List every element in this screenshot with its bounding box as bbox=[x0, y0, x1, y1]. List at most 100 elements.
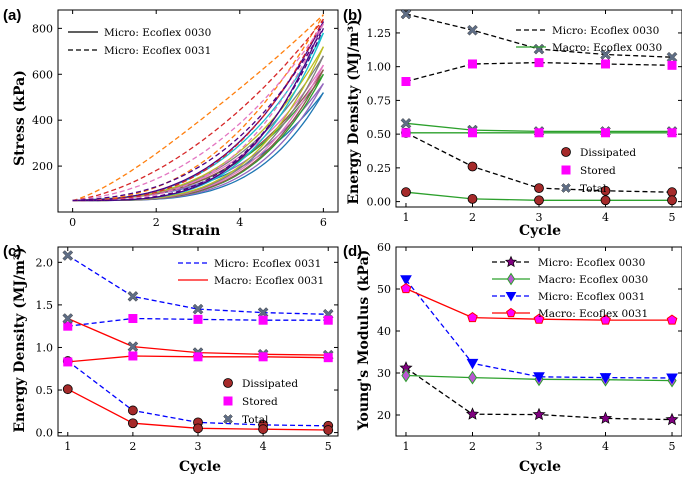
total-point bbox=[257, 307, 269, 318]
legend-label-a: Micro: Ecoflex 0030 bbox=[104, 27, 211, 39]
ylabel-a: Stress (kPa) bbox=[12, 70, 28, 166]
total-point bbox=[400, 8, 412, 20]
x-tick-label-c: 3 bbox=[195, 440, 202, 453]
x-tick-label-b: 1 bbox=[402, 211, 409, 224]
modulus-point bbox=[599, 373, 612, 384]
panel-label-b: (b) bbox=[343, 7, 362, 24]
stress-strain-curve bbox=[72, 23, 324, 202]
series-line-total bbox=[67, 317, 329, 356]
panel-label-a: (a) bbox=[3, 7, 21, 24]
xlabel-b: Cycle bbox=[519, 223, 561, 239]
x-tick-label-c: 5 bbox=[325, 440, 332, 453]
total-point bbox=[62, 313, 74, 324]
y-tick-label-c: 0.5 bbox=[36, 384, 54, 397]
modulus-point bbox=[400, 282, 412, 294]
x-tick-label-a: 0 bbox=[69, 216, 76, 229]
total-point bbox=[127, 341, 139, 352]
dissipated-point bbox=[127, 418, 138, 429]
stress-strain-curve bbox=[72, 46, 324, 202]
total-point bbox=[192, 303, 204, 315]
stored-point bbox=[601, 128, 611, 138]
modulus-point bbox=[465, 407, 480, 420]
modulus-point bbox=[467, 311, 478, 323]
stored-point bbox=[193, 352, 203, 362]
modulus-point bbox=[400, 275, 412, 286]
y-tick-label-b: 1.25 bbox=[367, 27, 392, 40]
modulus-point bbox=[598, 411, 613, 424]
legend-label-c: Macro: Ecoflex 0031 bbox=[214, 275, 324, 287]
y-tick-label-a: 600 bbox=[32, 68, 53, 81]
x-tick-label-b: 5 bbox=[669, 211, 676, 224]
marker-legend-symbol-c bbox=[223, 378, 233, 388]
modulus-point bbox=[533, 313, 545, 324]
modulus-point bbox=[666, 314, 678, 325]
marker-legend-symbol-c bbox=[223, 396, 233, 406]
y-tick-label-d: 60 bbox=[377, 241, 391, 254]
total-point bbox=[400, 117, 412, 129]
dissipated-point bbox=[534, 195, 544, 206]
x-tick-label-c: 1 bbox=[64, 440, 71, 453]
marker-legend-label-b: Stored bbox=[580, 165, 616, 177]
total-point bbox=[467, 24, 478, 36]
y-tick-label-a: 800 bbox=[32, 22, 53, 35]
ylabel-b: Energy Density (MJ/m³) bbox=[346, 19, 362, 204]
y-tick-label-a: 200 bbox=[32, 160, 53, 173]
plot-frame-b bbox=[395, 9, 682, 208]
stored-point bbox=[534, 58, 544, 68]
y-tick-label-b: 0.25 bbox=[367, 162, 392, 175]
legend-symbol-d bbox=[505, 292, 517, 302]
modulus-point bbox=[401, 368, 411, 383]
y-tick-label-d: 40 bbox=[377, 325, 391, 338]
x-tick-label-c: 4 bbox=[260, 440, 267, 453]
panel-label-c: (c) bbox=[3, 243, 21, 260]
dissipated-point bbox=[667, 195, 677, 206]
dissipated-point bbox=[323, 425, 334, 435]
y-tick-label-d: 30 bbox=[377, 367, 391, 380]
x-tick-label-a: 2 bbox=[153, 216, 160, 229]
y-tick-label-d: 50 bbox=[377, 283, 391, 296]
dissipated-point bbox=[667, 187, 677, 198]
dissipated-point bbox=[600, 185, 611, 196]
marker-legend-symbol-b bbox=[561, 147, 571, 157]
stored-point bbox=[258, 352, 268, 362]
legend-label-a: Micro: Ecoflex 0031 bbox=[104, 45, 211, 57]
stored-point bbox=[323, 315, 333, 325]
marker-legend-label-c: Dissipated bbox=[242, 378, 298, 390]
stored-point bbox=[401, 77, 411, 87]
total-point bbox=[533, 43, 545, 55]
dissipated-point bbox=[534, 183, 544, 194]
dissipated-point bbox=[401, 187, 411, 198]
x-tick-label-d: 1 bbox=[402, 440, 409, 453]
x-tick-label-d: 3 bbox=[536, 440, 543, 453]
stored-point bbox=[128, 314, 138, 324]
x-tick-label-b: 3 bbox=[536, 211, 543, 224]
x-tick-label-b: 4 bbox=[602, 211, 609, 224]
plot-frame-a bbox=[57, 9, 339, 213]
legend-symbol-d bbox=[504, 255, 518, 268]
stress-strain-curve bbox=[72, 28, 324, 202]
stored-point bbox=[601, 59, 611, 69]
y-tick-label-b: 0.75 bbox=[367, 94, 392, 107]
xlabel-a: Strain bbox=[172, 223, 221, 239]
series-line-dissipated bbox=[67, 360, 329, 427]
dissipated-point bbox=[467, 194, 478, 204]
stored-point bbox=[63, 321, 73, 331]
dissipated-point bbox=[62, 384, 73, 395]
marker-legend-label-c: Total bbox=[242, 414, 269, 426]
stored-point bbox=[534, 128, 544, 138]
total-point bbox=[127, 291, 139, 302]
stress-strain-curve bbox=[72, 18, 324, 202]
stress-strain-curve bbox=[72, 14, 324, 202]
stored-point bbox=[467, 59, 477, 69]
dissipated-point bbox=[193, 423, 203, 434]
legend-label-d: Micro: Ecoflex 0030 bbox=[538, 257, 645, 269]
y-tick-label-a: 400 bbox=[32, 114, 53, 127]
y-tick-label-d: 20 bbox=[377, 409, 391, 422]
dissipated-point bbox=[258, 424, 269, 435]
dissipated-point bbox=[127, 405, 138, 416]
modulus-point bbox=[665, 412, 679, 426]
x-tick-label-c: 2 bbox=[129, 440, 136, 453]
modulus-point bbox=[467, 370, 478, 385]
stored-point bbox=[193, 314, 203, 324]
xlabel-d: Cycle bbox=[519, 459, 561, 475]
